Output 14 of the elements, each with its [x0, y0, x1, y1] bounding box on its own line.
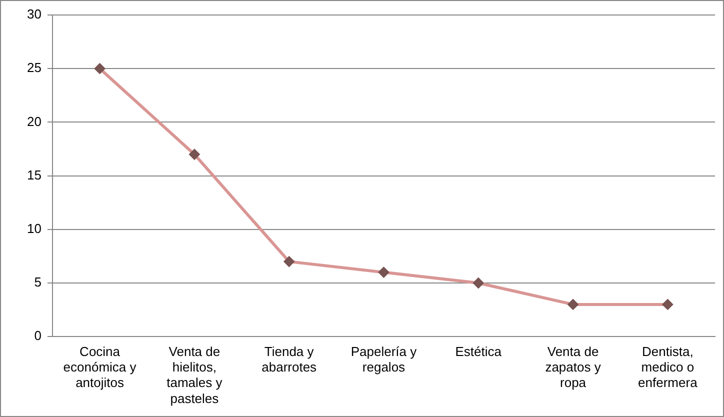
y-tick-label: 5 — [34, 274, 42, 290]
x-tick-label: Cocina económica y antojitos — [63, 344, 137, 390]
x-tick-label: Papelería y regalos — [350, 344, 418, 375]
y-tick-label: 25 — [26, 60, 42, 76]
x-tick-label: Dentista, medico o enfermera — [638, 344, 698, 390]
x-tick-label: Estética — [455, 344, 502, 359]
y-tick-label: 15 — [26, 167, 42, 182]
y-tick-label: 0 — [34, 328, 42, 344]
x-tick-label: Tienda y abarrotes — [262, 344, 318, 375]
x-tick-label: Venta de hielitos, tamales y pasteles — [166, 344, 223, 406]
y-tick-label: 30 — [26, 6, 42, 22]
x-tick-label: Venta de zapatos y ropa — [545, 344, 602, 390]
y-tick-label: 20 — [26, 114, 42, 129]
y-tick-label: 10 — [26, 220, 42, 236]
